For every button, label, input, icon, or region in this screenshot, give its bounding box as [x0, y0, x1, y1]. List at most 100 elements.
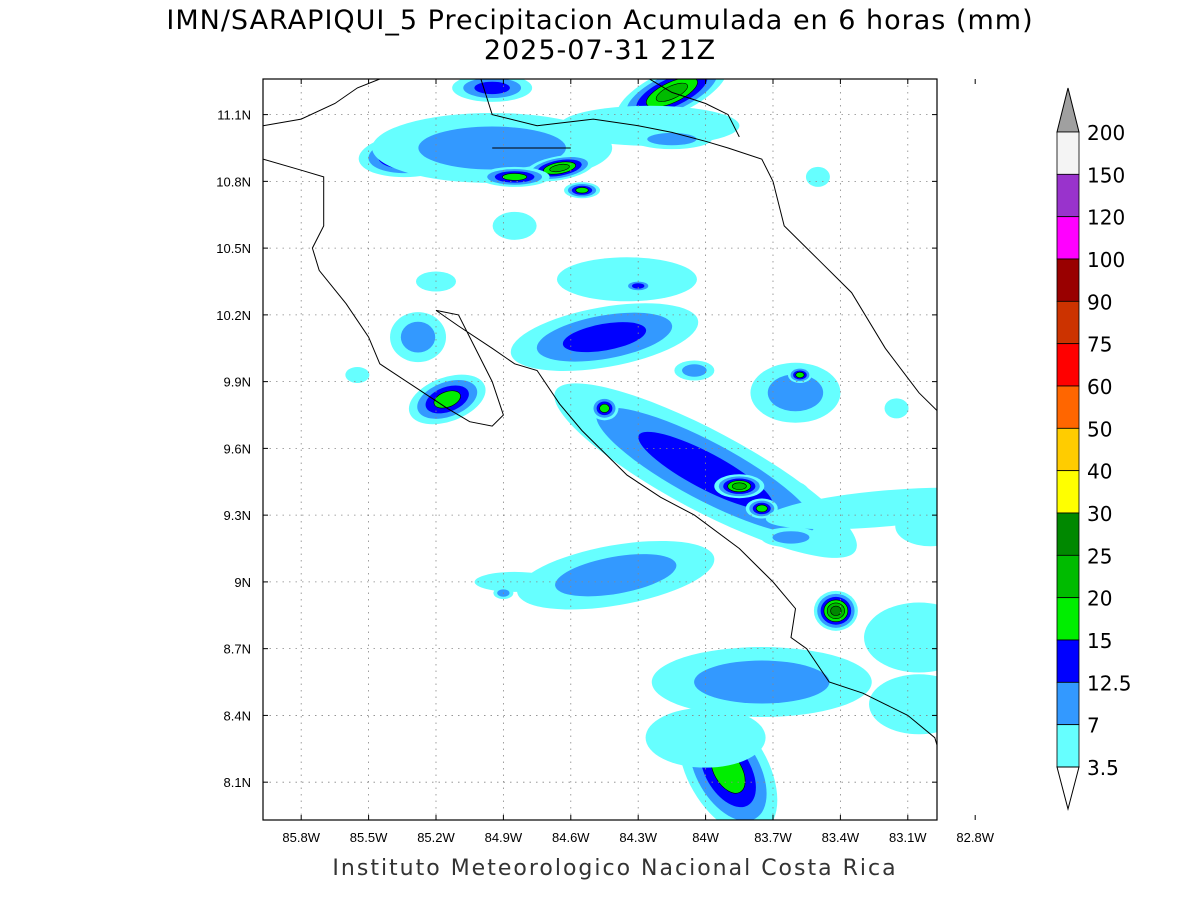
precip-contour — [645, 707, 766, 768]
legend-label: 75 — [1087, 333, 1112, 357]
precip-cell — [714, 474, 765, 499]
coastline — [649, 79, 740, 138]
precip-cell — [645, 707, 766, 768]
lat-tick-label: 10.2N — [216, 308, 251, 323]
legend-swatch — [1056, 131, 1080, 175]
precip-contour — [895, 506, 937, 547]
precip-contour — [755, 504, 768, 513]
map-grid — [263, 79, 937, 820]
precip-cell — [479, 166, 550, 187]
legend-swatch — [1056, 470, 1080, 514]
lat-tick-label: 9.6N — [224, 441, 251, 456]
map-frame — [262, 78, 938, 821]
precip-cell — [760, 527, 821, 548]
precip-cell — [345, 366, 370, 383]
legend-swatch — [1056, 512, 1080, 556]
legend-label: 12.5 — [1087, 671, 1132, 695]
lon-tick-label: 83.4W — [822, 830, 860, 845]
precip-cell — [745, 498, 778, 519]
precip-cell — [624, 279, 653, 292]
lat-tick-label: 8.1N — [224, 775, 251, 790]
precip-contour — [549, 163, 570, 173]
legend-under-arrow — [1056, 766, 1080, 811]
lat-tick-label: 11.1N — [217, 108, 251, 123]
precip-contour — [492, 211, 537, 240]
precip-contour — [631, 283, 645, 289]
precip-cell — [805, 166, 830, 187]
lon-tick-label: 83.1W — [889, 830, 927, 845]
precip-contour — [795, 371, 805, 379]
legend-over-arrow — [1056, 87, 1080, 133]
precip-cell — [895, 506, 937, 547]
lon-tick-label: 82.8W — [956, 830, 994, 845]
precip-contour — [555, 554, 677, 597]
legend-swatch — [1056, 554, 1080, 599]
precip-contour — [400, 321, 436, 353]
legend-swatch — [1056, 385, 1080, 429]
legend-label: 25 — [1087, 544, 1112, 568]
precip-contour — [502, 173, 528, 181]
legend-swatch — [1056, 639, 1080, 683]
legend-label: 7 — [1087, 714, 1100, 738]
coastline — [263, 79, 380, 127]
coastline — [480, 79, 937, 412]
precip-contour — [765, 487, 937, 530]
lon-tick-label: 84.6W — [552, 830, 590, 845]
precip-contour — [767, 374, 824, 412]
precip-contour — [474, 571, 555, 592]
legend-label: 15 — [1087, 629, 1112, 653]
lat-tick-label: 8.7N — [224, 642, 251, 657]
precip-cell — [813, 590, 858, 631]
lon-tick-label: 84.3W — [619, 830, 657, 845]
legend-swatch — [1056, 427, 1080, 472]
lat-tick-label: 9.9N — [224, 375, 251, 390]
precip-cell — [390, 312, 447, 363]
legend-label: 3.5 — [1087, 756, 1119, 780]
precip-cell — [864, 602, 937, 673]
lon-tick-label: 85.8W — [282, 830, 320, 845]
legend-label: 40 — [1087, 460, 1112, 484]
coastlines — [263, 79, 937, 747]
precip-cell — [590, 396, 619, 421]
legend-label: 50 — [1087, 417, 1112, 441]
legend-label: 200 — [1087, 121, 1125, 145]
precip-cell — [556, 257, 697, 302]
precip-contour — [345, 366, 370, 383]
lon-tick-label: 85.5W — [350, 830, 388, 845]
precip-contour — [864, 602, 937, 673]
lon-tick-label: 85.2W — [417, 830, 455, 845]
precip-contour — [772, 531, 810, 544]
lat-tick-label: 10.8N — [216, 174, 251, 189]
coastline — [263, 158, 937, 747]
map-datetime: 2025-07-31 21Z — [483, 35, 717, 66]
precip-contour — [869, 674, 937, 735]
axis-ticks: 85.8W 85.5W 85.2W 84.9W 84.6W 84.3W 84W 83.7W 83… — [216, 79, 995, 845]
footer-credit: Instituto Meteorologico Nacional Costa R… — [332, 856, 898, 881]
legend-swatch — [1056, 724, 1080, 768]
legend-label: 20 — [1087, 587, 1112, 611]
legend-label: 30 — [1087, 502, 1112, 526]
precip-contour — [682, 364, 707, 377]
precip-contour — [694, 660, 830, 704]
legend-label: 90 — [1087, 290, 1112, 314]
precip-cell — [408, 374, 486, 425]
legend-label: 120 — [1087, 206, 1125, 230]
precip-cell — [474, 571, 555, 592]
precip-contour — [418, 126, 566, 170]
precip-contour — [830, 605, 842, 616]
map-title: IMN/SARAPIQUI_5 Precipitacion Acumulada … — [166, 5, 1034, 36]
legend-label: 60 — [1087, 375, 1112, 399]
precip-cell — [564, 182, 601, 199]
legend-swatch — [1056, 300, 1080, 345]
precip-cell — [884, 398, 909, 419]
precip-cell — [510, 303, 699, 371]
lon-tick-label: 83.7W — [754, 830, 792, 845]
precip-cell — [651, 647, 872, 718]
legend-swatch — [1056, 216, 1080, 260]
legend-swatch — [1056, 343, 1080, 387]
precip-cell — [492, 211, 537, 240]
lat-tick-label: 10.5N — [216, 241, 251, 256]
legend-swatch — [1056, 173, 1080, 218]
legend-swatch — [1056, 258, 1080, 302]
